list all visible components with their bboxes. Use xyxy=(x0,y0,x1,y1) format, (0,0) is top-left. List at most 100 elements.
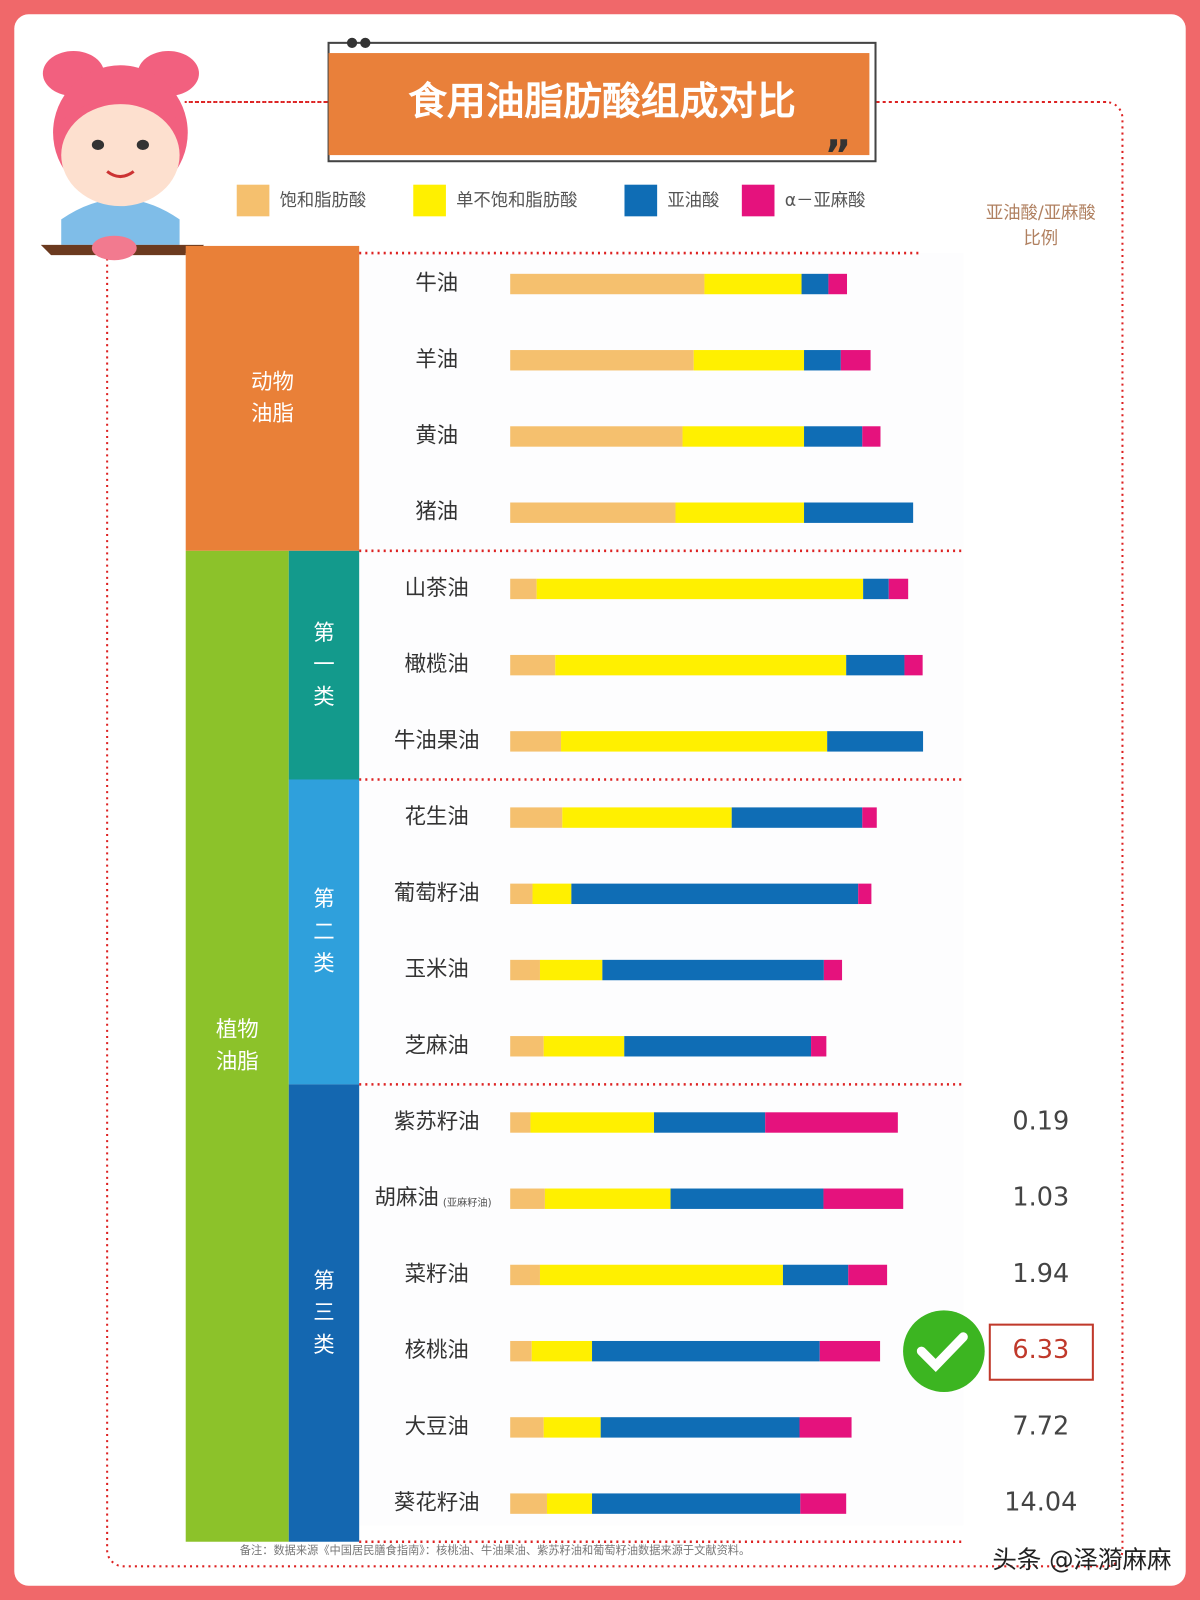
bar-segment xyxy=(693,350,805,371)
row-label: 紫苏籽油 xyxy=(394,1110,480,1135)
row-label: 羊油 xyxy=(415,347,458,372)
row-label: 牛油 xyxy=(415,271,458,296)
row-label: 大豆油 xyxy=(405,1414,469,1439)
bar-segment xyxy=(675,502,805,523)
group-block xyxy=(185,245,360,551)
title-box: ” xyxy=(327,37,877,179)
bar-segment xyxy=(863,578,889,600)
bar-segment xyxy=(531,1340,593,1362)
girl-icon xyxy=(40,51,205,261)
subgroup-label-box: 第二类 xyxy=(289,779,359,1084)
subgroup-wrap: 第二类 xyxy=(289,779,359,1084)
bar-segment xyxy=(530,1112,655,1133)
group-wrap: 动物油脂 xyxy=(186,246,359,551)
bar-segment xyxy=(536,578,864,600)
legend-label: α－亚麻酸 xyxy=(785,191,866,211)
bar-segment xyxy=(858,883,872,905)
subgroup-label: 第一类 xyxy=(313,619,335,709)
bar-segment xyxy=(543,1417,601,1438)
bar-segment xyxy=(804,350,841,371)
bar-segment xyxy=(654,1112,766,1133)
legend-swatch xyxy=(236,184,270,217)
bar-segment xyxy=(765,1112,898,1133)
bar-segment xyxy=(731,807,863,828)
bar-segment xyxy=(799,1417,852,1438)
bar-segment xyxy=(592,1340,820,1362)
bar-segment xyxy=(840,350,871,371)
bar-segment xyxy=(804,502,914,523)
check-mark xyxy=(916,1332,968,1373)
bar-segment xyxy=(510,1417,544,1438)
bar-segment xyxy=(600,1417,800,1438)
ratio-value: 7.72 xyxy=(1012,1411,1069,1441)
bar-segment xyxy=(510,654,556,676)
row-label: 葡萄籽油 xyxy=(394,881,480,906)
bar-segment xyxy=(904,654,923,676)
bar-segment xyxy=(811,1036,827,1057)
bar-segment xyxy=(804,426,863,447)
bar-segment xyxy=(562,807,732,828)
bar-segment xyxy=(510,1264,540,1286)
row-label: 黄油 xyxy=(415,423,458,448)
bar-segment xyxy=(682,426,805,447)
subgroup-wrap: 第一类 xyxy=(289,551,359,780)
row-label: 橄榄油 xyxy=(405,652,469,677)
bar-segment xyxy=(510,1112,531,1133)
bar-segment xyxy=(782,1264,849,1286)
footnote: 备注：数据来源《中国居民膳食指南》：核桃油、牛油果油、紫苏籽油和葡萄籽油数据来源… xyxy=(240,1543,750,1557)
bar-segment xyxy=(510,578,537,600)
bar-segment xyxy=(801,273,829,295)
row-label: 玉米油 xyxy=(405,957,469,982)
bar-segment xyxy=(862,426,881,447)
ratio-header: 比例 xyxy=(1023,229,1058,249)
bar-segment xyxy=(819,1340,881,1362)
ratio-header: 亚油酸/亚麻酸 xyxy=(986,203,1096,223)
subgroup-block xyxy=(288,1084,360,1542)
bar-segment xyxy=(602,959,824,981)
legend-label: 饱和脂肪酸 xyxy=(280,191,367,211)
subgroup-wrap: 第三类 xyxy=(289,1084,359,1541)
ratio-value: 1.03 xyxy=(1012,1183,1069,1213)
svg-text:”: ” xyxy=(824,131,851,179)
bar-segment xyxy=(827,731,924,752)
subgroup-block xyxy=(288,779,360,1085)
bar-segment xyxy=(704,273,802,295)
bar-segment xyxy=(592,1493,801,1514)
row-label: 菜籽油 xyxy=(405,1262,469,1287)
group-label: 植物油脂 xyxy=(215,1017,259,1074)
bar-segment xyxy=(544,1188,671,1209)
group-label-box: 植物油脂 xyxy=(215,1017,259,1074)
bar-segment xyxy=(510,1340,532,1362)
row-label: 胡麻油 xyxy=(375,1186,439,1211)
bar-segment xyxy=(510,883,533,905)
chart-title: 食用油脂肪酸组成对比 xyxy=(408,80,796,125)
bar-segment xyxy=(510,273,705,295)
bar-segment xyxy=(510,959,540,981)
bar-segment xyxy=(510,350,694,371)
subgroup-label-box: 第三类 xyxy=(289,1084,359,1541)
bar-segment xyxy=(510,502,676,523)
bar-segment xyxy=(846,654,905,676)
row-label: 核桃油 xyxy=(405,1338,469,1363)
bar-segment xyxy=(510,807,563,828)
row-label: 花生油 xyxy=(405,805,469,830)
bar-segment xyxy=(510,1493,547,1514)
ratio-value: 0.19 xyxy=(1012,1107,1069,1137)
row-label: 葵花籽油 xyxy=(394,1491,480,1516)
row-label: 山茶油 xyxy=(405,576,469,601)
group-label: 动物油脂 xyxy=(251,369,294,426)
watermark: 头条 @泽漪麻麻 xyxy=(992,1545,1171,1574)
row-label: 牛油果油 xyxy=(394,728,480,753)
legend-swatch xyxy=(624,184,658,217)
ratio-value: 1.94 xyxy=(1012,1259,1069,1289)
row-label: 芝麻油 xyxy=(405,1033,469,1058)
bar-segment xyxy=(510,731,562,752)
ratio-value: 14.04 xyxy=(1004,1488,1077,1518)
ratio-value: 6.33 xyxy=(1012,1335,1069,1365)
legend-label: 亚油酸 xyxy=(667,191,719,211)
bar-segment xyxy=(555,654,847,676)
bar-segment xyxy=(532,883,572,905)
bar-segment xyxy=(571,883,859,905)
bar-segment xyxy=(888,578,909,600)
